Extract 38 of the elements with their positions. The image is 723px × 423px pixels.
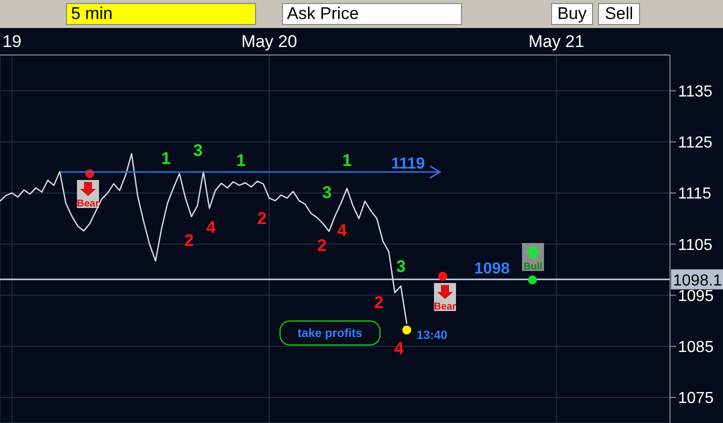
annotation: 2 — [317, 236, 327, 255]
annotation: 3 — [322, 182, 332, 202]
text: 5 min — [66, 3, 256, 25]
text: Buy — [551, 3, 593, 25]
x-tick-label: 19 — [2, 32, 22, 51]
y-tick-label: 1085 — [678, 339, 714, 356]
annotation: 1 — [342, 150, 352, 170]
point — [438, 272, 448, 281]
annotation: take profits — [298, 326, 363, 340]
annotation: 4 — [394, 338, 404, 358]
annotation: 1119 — [391, 156, 426, 173]
annotation: 2 — [184, 230, 194, 250]
annotation: 3 — [193, 140, 203, 160]
point — [402, 325, 412, 334]
annotation: Bear — [434, 302, 456, 312]
y-tick-label: 1115 — [678, 186, 712, 203]
x-tick-label: May 20 — [241, 32, 298, 51]
annotation: 1 — [236, 150, 246, 170]
text: Sell — [598, 3, 640, 25]
y-tick-label: 1125 — [678, 134, 713, 152]
y-tick-label: 1135 — [678, 83, 713, 100]
annotation: 2 — [374, 292, 384, 312]
annotation: 3 — [396, 256, 406, 276]
y-tick-label: 1095 — [678, 288, 714, 305]
annotation: 4 — [206, 218, 216, 237]
annotation: 1 — [161, 148, 171, 168]
annotation: 13:40 — [416, 328, 448, 342]
annotation: 1098 — [474, 260, 510, 278]
annotation: Bear — [76, 198, 100, 210]
y-tick-label: 1075 — [678, 390, 714, 408]
ref-line-label: 1098.1 — [673, 272, 722, 290]
text: Ask Price — [282, 3, 462, 25]
annotation: Bull — [524, 262, 543, 272]
point — [528, 275, 537, 284]
y-tick-label: 1105 — [678, 236, 713, 254]
annotation: 2 — [257, 208, 267, 228]
annotation: 4 — [337, 220, 348, 240]
x-tick-label: May 21 — [528, 32, 584, 51]
